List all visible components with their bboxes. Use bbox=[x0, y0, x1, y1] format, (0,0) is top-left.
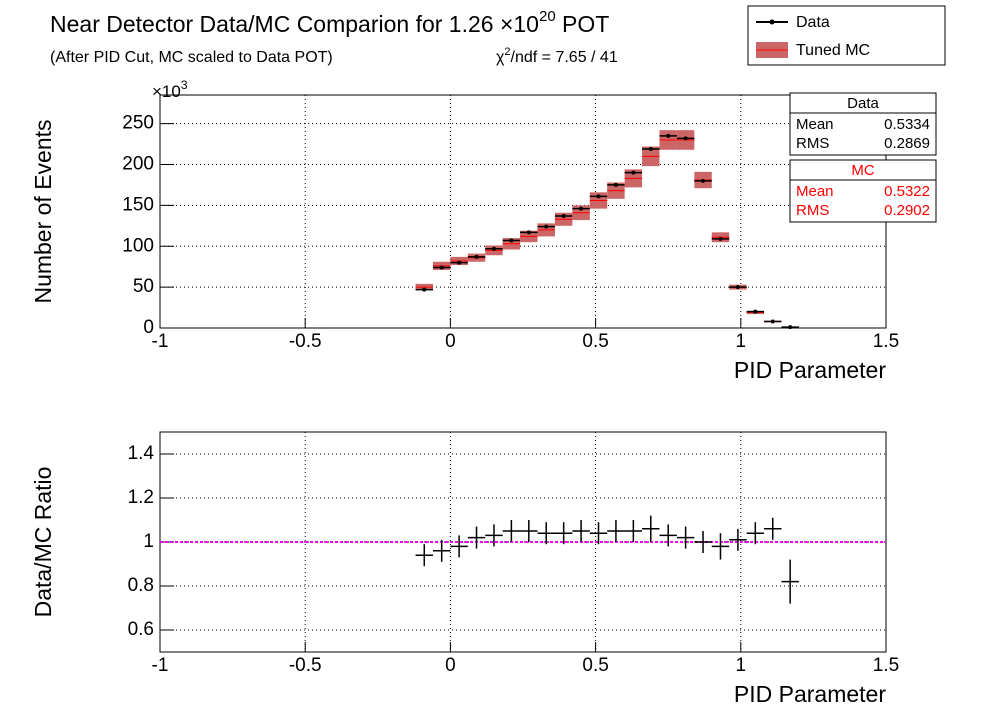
y-multiplier: ×103 bbox=[152, 78, 188, 101]
chi: χ bbox=[496, 49, 505, 66]
y-tick-label: 250 bbox=[122, 113, 154, 134]
y-tick-label: 100 bbox=[122, 235, 154, 256]
stats-value: 0.2902 bbox=[884, 202, 930, 219]
data-point bbox=[753, 309, 758, 314]
multiplier-sup: 3 bbox=[181, 78, 188, 92]
data-point bbox=[422, 287, 427, 292]
title-end: POT bbox=[556, 11, 610, 37]
y-tick-label: 0.8 bbox=[128, 575, 154, 596]
stats-label: RMS bbox=[796, 202, 829, 219]
legend-marker bbox=[769, 19, 775, 25]
chi2: χ2/ndf = 7.65 / 41 bbox=[496, 46, 618, 66]
x-tick-label: 1 bbox=[736, 331, 747, 352]
legend-label: Tuned MC bbox=[796, 42, 870, 59]
title-text: Near Detector Data/MC Comparion for 1.26… bbox=[50, 11, 539, 37]
data-point bbox=[561, 213, 566, 218]
y-tick-label: 50 bbox=[133, 276, 154, 297]
stats-value: 0.5322 bbox=[884, 183, 930, 200]
y-axis-title: Data/MC Ratio bbox=[30, 467, 56, 618]
x-axis-title: PID Parameter bbox=[734, 357, 886, 383]
stats-label: Mean bbox=[796, 116, 834, 133]
x-tick-label: 1.5 bbox=[873, 655, 899, 676]
y-tick-label: 1.4 bbox=[128, 443, 155, 464]
data-point bbox=[648, 146, 653, 151]
x-tick-label: -1 bbox=[152, 331, 169, 352]
legend-label: Data bbox=[796, 14, 830, 31]
title-sup: 20 bbox=[539, 8, 556, 25]
y-tick-label: 150 bbox=[122, 194, 154, 215]
y-tick-label: 200 bbox=[122, 154, 154, 175]
data-point bbox=[474, 254, 479, 259]
x-tick-label: 0.5 bbox=[582, 331, 608, 352]
x-tick-label: -0.5 bbox=[289, 331, 322, 352]
stats-title: MC bbox=[851, 162, 874, 179]
data-point bbox=[701, 178, 706, 183]
x-tick-label: -0.5 bbox=[289, 655, 322, 676]
data-point bbox=[631, 170, 636, 175]
x-tick-label: -1 bbox=[152, 655, 169, 676]
y-tick-label: 1 bbox=[143, 531, 154, 552]
x-tick-label: 1 bbox=[736, 655, 747, 676]
data-point bbox=[718, 236, 723, 241]
data-point bbox=[509, 238, 514, 243]
stats-label: RMS bbox=[796, 135, 829, 152]
y-tick-label: 0 bbox=[143, 317, 154, 338]
data-point bbox=[666, 133, 671, 138]
subtitle: (After PID Cut, MC scaled to Data POT) bbox=[50, 49, 333, 66]
data-point bbox=[735, 285, 740, 290]
stats-value: 0.2869 bbox=[884, 135, 930, 152]
stats-box bbox=[789, 92, 937, 156]
data-point bbox=[526, 230, 531, 235]
data-point bbox=[683, 136, 688, 141]
data-point bbox=[579, 206, 584, 211]
chi-end: /ndf = 7.65 / 41 bbox=[511, 49, 618, 66]
data-point bbox=[491, 246, 496, 251]
stats-value: 0.5334 bbox=[884, 116, 930, 133]
data-point bbox=[596, 194, 601, 199]
x-tick-label: 1.5 bbox=[873, 331, 899, 352]
x-tick-label: 0 bbox=[445, 655, 456, 676]
data-point bbox=[770, 319, 775, 324]
chi-sup: 2 bbox=[504, 46, 510, 58]
multiplier-text: ×10 bbox=[152, 82, 181, 101]
data-point bbox=[788, 325, 793, 330]
x-axis-title: PID Parameter bbox=[734, 681, 886, 707]
x-tick-label: 0.5 bbox=[582, 655, 608, 676]
legend: Data Tuned MC bbox=[747, 5, 946, 66]
plot-frame bbox=[159, 94, 887, 329]
x-tick-label: 0 bbox=[445, 331, 456, 352]
stats-box bbox=[789, 159, 937, 223]
y-tick-label: 0.6 bbox=[128, 619, 154, 640]
stats-title: Data bbox=[847, 95, 879, 112]
data-point bbox=[544, 224, 549, 229]
stats-label: Mean bbox=[796, 183, 834, 200]
data-point bbox=[439, 265, 444, 270]
data-point bbox=[613, 182, 618, 187]
chart-title: Near Detector Data/MC Comparion for 1.26… bbox=[50, 8, 609, 37]
y-axis-title: Number of Events bbox=[30, 119, 56, 303]
data-point bbox=[457, 260, 462, 265]
y-tick-label: 1.2 bbox=[128, 487, 154, 508]
